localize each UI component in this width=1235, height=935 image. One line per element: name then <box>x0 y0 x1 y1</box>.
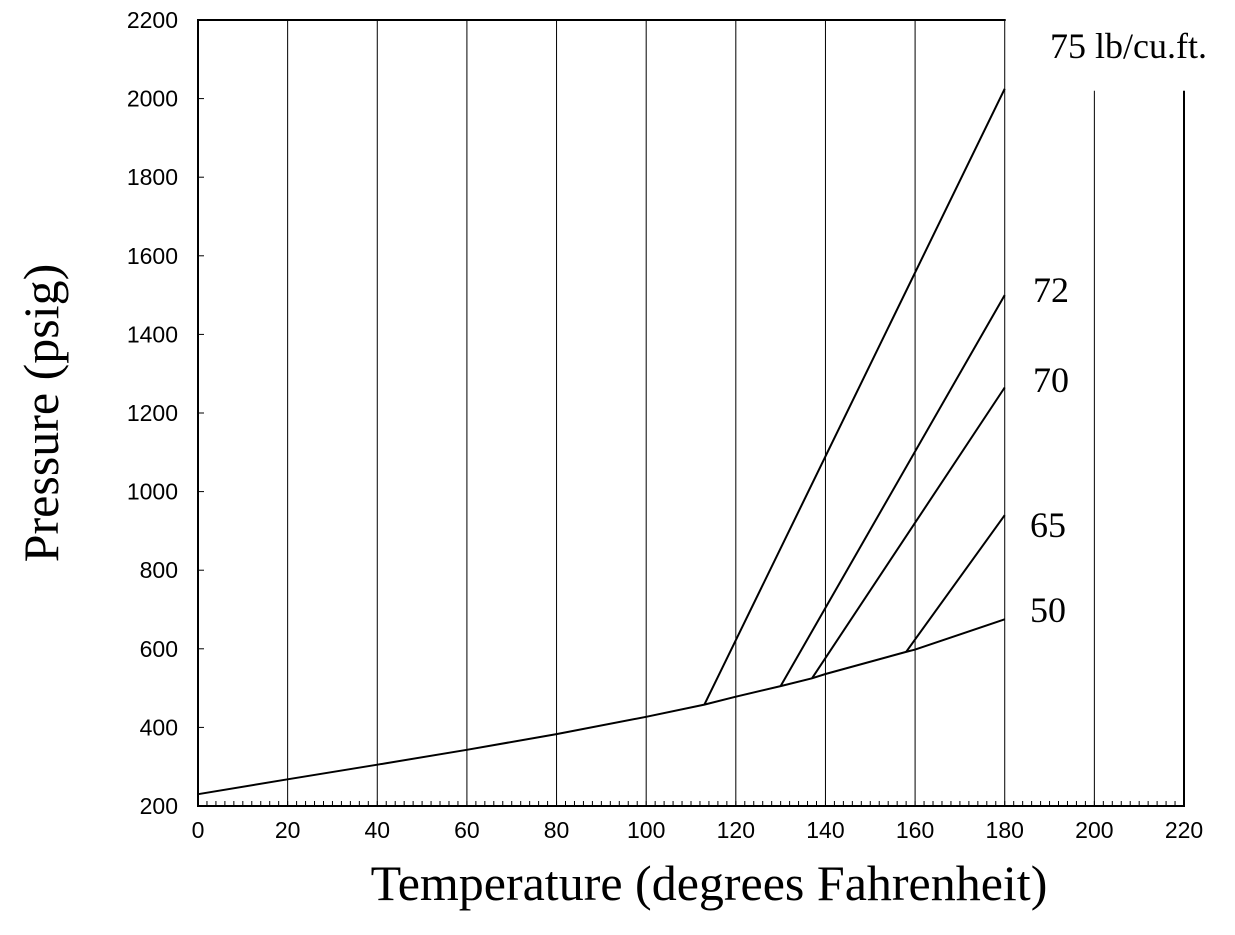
vertical-gridlines <box>288 20 1095 806</box>
series-label-0: 50 <box>1030 590 1066 630</box>
x-tick-label: 120 <box>717 817 755 843</box>
plot-frame <box>198 20 1184 806</box>
x-tick-label: 200 <box>1075 817 1113 843</box>
y-tick-label: 400 <box>140 714 178 740</box>
x-tick-label: 60 <box>454 817 480 843</box>
x-tick-label: 40 <box>364 817 390 843</box>
x-axis-title: Temperature (degrees Fahrenheit) <box>371 855 1048 911</box>
y-tick-label: 1800 <box>127 164 178 190</box>
y-tick-label: 1400 <box>127 321 178 347</box>
x-tick-label: 220 <box>1165 817 1203 843</box>
series-label-3: 72 <box>1033 270 1069 310</box>
x-tick-label: 80 <box>544 817 570 843</box>
series-line-4 <box>704 89 1004 705</box>
y-tick-label: 800 <box>140 557 178 583</box>
series-lines <box>198 89 1005 794</box>
x-tick-label: 140 <box>806 817 844 843</box>
series-line-0 <box>198 619 1005 794</box>
series-label-2: 70 <box>1033 360 1069 400</box>
series-label-1: 65 <box>1030 505 1066 545</box>
y-tick-label: 2200 <box>127 7 178 33</box>
series-line-3 <box>781 295 1005 686</box>
series-label-4: 75 lb/cu.ft. <box>1050 26 1207 66</box>
y-tick-label: 200 <box>140 793 178 819</box>
y-axis-ticks: 200 400 600 800 1000 1200 1400 1600 1800 2000 2200 <box>127 7 204 819</box>
y-tick-label: 1000 <box>127 479 178 505</box>
y-tick-label: 1600 <box>127 243 178 269</box>
y-tick-label: 600 <box>140 636 178 662</box>
y-tick-label: 2000 <box>127 86 178 112</box>
x-tick-label: 100 <box>627 817 665 843</box>
x-axis-ticks: 0 20 40 60 80 100 120 140 160 180 200 220 <box>192 817 1204 843</box>
series-labels: 50 65 70 72 75 lb/cu.ft. <box>1030 26 1207 630</box>
series-line-2 <box>812 388 1005 679</box>
y-tick-label: 1200 <box>127 400 178 426</box>
x-tick-label: 160 <box>896 817 934 843</box>
x-tick-label: 0 <box>192 817 205 843</box>
x-tick-label: 180 <box>986 817 1024 843</box>
y-axis-title: Pressure (psig) <box>13 264 69 563</box>
series-line-1 <box>906 515 1005 652</box>
x-tick-label: 20 <box>275 817 301 843</box>
